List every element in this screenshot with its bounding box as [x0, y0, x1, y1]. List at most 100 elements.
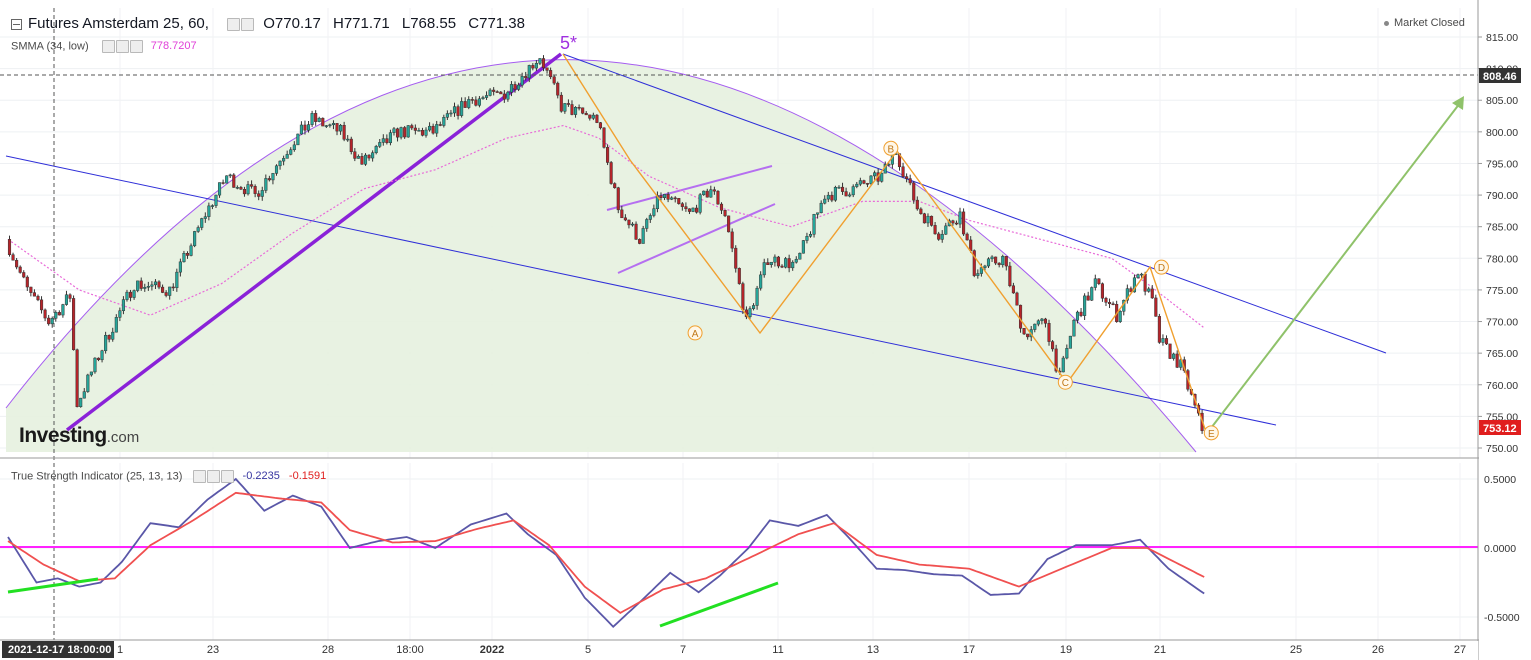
candle-body — [997, 262, 1001, 266]
candle-body — [207, 205, 211, 217]
candle-body — [136, 280, 140, 291]
collapse-icon[interactable] — [11, 18, 22, 30]
candle-body — [1090, 287, 1094, 301]
candle-body — [588, 114, 592, 119]
symbol-title[interactable]: Futures Amsterdam 25, 60, — [28, 15, 209, 32]
candle-body — [36, 295, 40, 301]
divergence-line-right[interactable] — [659, 581, 779, 628]
candle-body — [616, 187, 620, 211]
time-tick-label: 13 — [867, 644, 879, 656]
candle-body — [449, 112, 453, 115]
candle-body — [1164, 338, 1169, 345]
candle-body — [189, 245, 193, 256]
time-tick-label: 27 — [1454, 644, 1466, 656]
candle-body — [684, 206, 688, 210]
candle-body — [1015, 292, 1019, 306]
candle-body — [1168, 343, 1172, 359]
candle-body — [723, 210, 727, 217]
channel-lower-line[interactable] — [617, 203, 776, 274]
tsi-axis-ticks: 0.5000 0.0000 -0.5000 — [1484, 474, 1520, 624]
price-tick-label: 770.00 — [1486, 317, 1518, 329]
upper-trend-line[interactable] — [562, 53, 1387, 354]
projection-arrow-line[interactable] — [1207, 102, 1461, 433]
candle-body — [150, 284, 154, 287]
candle-body — [349, 138, 353, 152]
time-tick-label: 25 — [1290, 644, 1302, 656]
time-axis[interactable] — [0, 641, 1478, 660]
candle-body — [630, 223, 635, 226]
wave-point-a-marker[interactable] — [687, 325, 703, 341]
tsi-line — [7, 477, 1205, 628]
ohlc-low: L768.55 — [401, 15, 457, 32]
candle-body — [413, 127, 417, 131]
candle-body — [93, 357, 97, 373]
gear-icon[interactable] — [241, 17, 255, 31]
candle-body — [595, 114, 599, 123]
time-tick-label: 21 — [1154, 644, 1166, 656]
candle-body — [89, 371, 93, 376]
candle-body — [666, 194, 670, 200]
candle-body — [164, 292, 168, 296]
candle-body — [513, 84, 517, 90]
logo-brand: Investing — [19, 424, 107, 447]
eye-icon[interactable] — [227, 17, 241, 31]
candle-body — [837, 186, 841, 189]
candle-body — [965, 233, 969, 241]
candle-body — [933, 225, 937, 235]
eye-icon[interactable] — [193, 470, 207, 483]
candle-body — [520, 76, 524, 86]
candle-body — [253, 186, 257, 194]
candle-body — [410, 125, 414, 129]
divergence-line-left[interactable] — [7, 577, 99, 594]
time-tick-label: 1 — [117, 644, 123, 656]
candle-body — [399, 127, 403, 138]
wave-point-e-marker[interactable] — [1203, 425, 1219, 441]
candle-body — [759, 274, 763, 289]
candle-body — [741, 283, 745, 311]
candle-body — [865, 183, 870, 185]
candle-body — [1140, 273, 1144, 276]
candle-body — [994, 256, 998, 264]
close-icon[interactable] — [221, 470, 235, 483]
candle-body — [755, 287, 759, 306]
tsi-tick-label: 0.0000 — [1484, 543, 1516, 555]
price-axis[interactable] — [1479, 0, 1531, 660]
candle-body — [695, 207, 699, 213]
channel-upper-line[interactable] — [606, 165, 773, 211]
candle-body — [613, 183, 617, 189]
candle-body — [282, 158, 286, 162]
crosshair-time-tag — [2, 641, 114, 658]
candle-body — [328, 124, 332, 127]
close-icon[interactable] — [129, 40, 143, 53]
candle-body — [381, 138, 385, 143]
candle-body — [922, 213, 926, 224]
impulse-wave-line[interactable] — [65, 52, 563, 432]
crosshair-time-label: 2021-12-17 18:00:00 — [8, 644, 111, 656]
candle-body — [107, 335, 111, 340]
eye-icon[interactable] — [101, 40, 115, 53]
candle-body — [296, 133, 300, 146]
candle-body — [321, 117, 325, 127]
candle-body — [1033, 323, 1037, 330]
wave-point-d-marker[interactable] — [1153, 259, 1169, 275]
wave-point-c-marker[interactable] — [1057, 374, 1073, 390]
candle-body — [463, 101, 467, 108]
candle-body — [737, 268, 741, 284]
candle-body — [545, 67, 549, 71]
candle-body — [86, 374, 90, 392]
candle-body — [780, 265, 784, 268]
wave-point-b-marker[interactable] — [883, 140, 899, 156]
price-tick-label: 775.00 — [1486, 285, 1518, 297]
candle-body — [986, 258, 991, 267]
ohlc-open: O770.17 — [263, 15, 321, 32]
candle-body — [267, 178, 271, 181]
tsi-label[interactable]: True Strength Indicator (25, 13, 13) — [11, 470, 183, 483]
time-tick-label: 11 — [772, 644, 783, 656]
candle-body — [577, 107, 581, 109]
gear-icon[interactable] — [207, 470, 221, 483]
candle-body — [61, 304, 65, 316]
smma-label[interactable]: SMMA (34, low) — [11, 40, 89, 53]
price-tick-label: 790.00 — [1486, 190, 1518, 202]
gear-icon[interactable] — [115, 40, 129, 53]
